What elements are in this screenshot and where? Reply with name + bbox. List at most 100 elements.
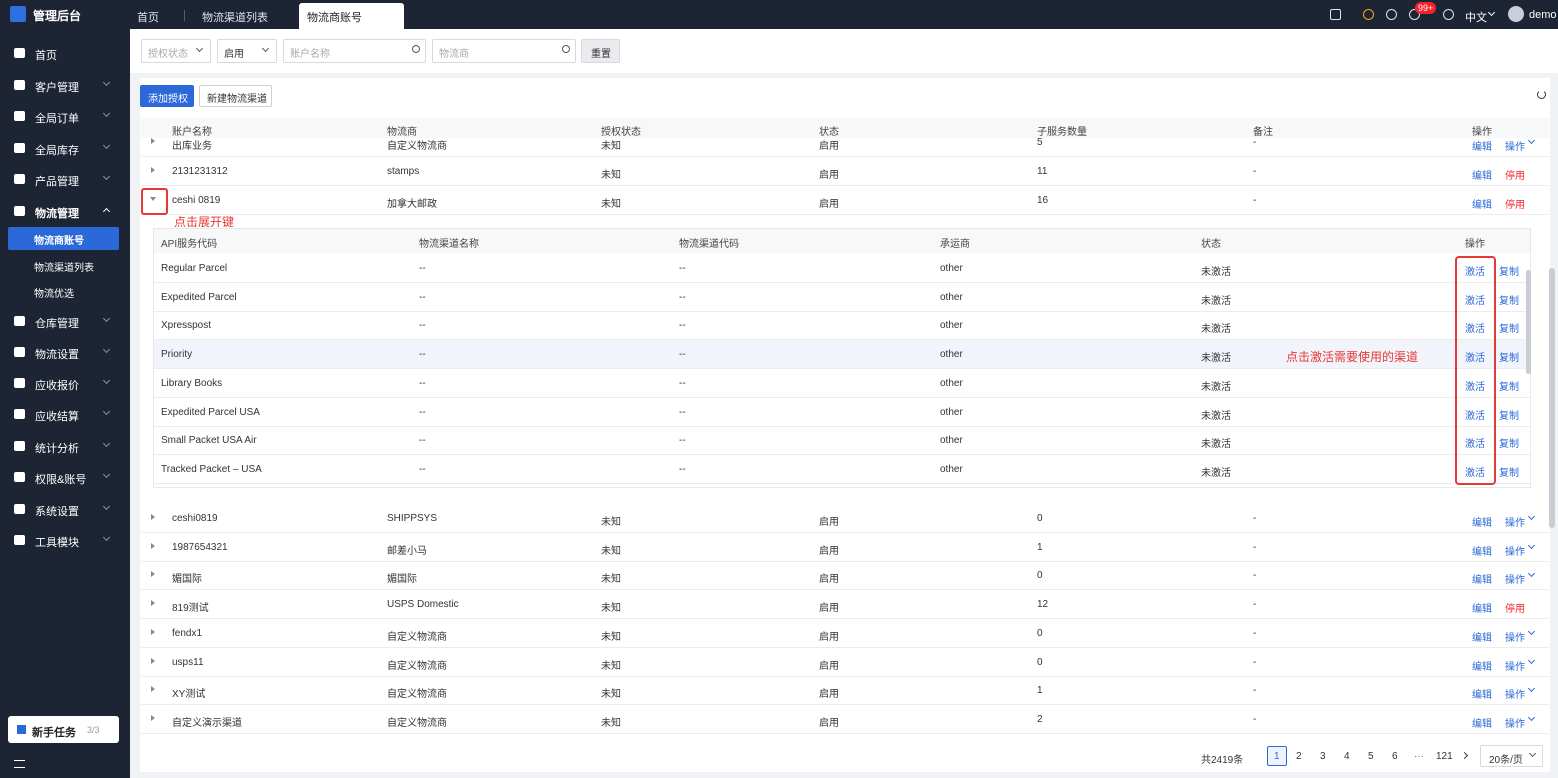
page-number[interactable]: 3 [1320,751,1326,762]
copy-link[interactable]: 复制 [1499,353,1519,365]
filter-input[interactable] [217,39,277,63]
expand-arrow[interactable] [151,571,155,578]
copy-link[interactable]: 复制 [1499,267,1519,278]
menu-item[interactable]: 仓库管理 [35,318,79,330]
expand-arrow[interactable] [151,628,155,635]
copy-link[interactable]: 复制 [1499,295,1519,307]
page-number[interactable]: 6 [1392,751,1398,762]
table-cell: 自定义物流商 [387,717,447,729]
menu-item[interactable]: 首页 [35,50,57,62]
menu-item[interactable]: 物流设置 [35,349,79,361]
menu-item[interactable]: 系统设置 [35,506,79,518]
edit-link[interactable]: 编辑 [1472,718,1492,730]
disable-link[interactable]: 停用 [1505,604,1525,616]
action-link[interactable]: 操作 [1505,142,1525,153]
expand-arrow[interactable] [151,167,155,173]
edit-link[interactable]: 编辑 [1472,690,1492,702]
action-link[interactable]: 操作 [1505,632,1525,644]
action-link[interactable]: 操作 [1505,546,1525,558]
filter-input[interactable] [432,39,576,63]
filter-input[interactable] [283,39,426,63]
top-icon[interactable] [1330,9,1341,20]
subtable-cell: other [940,435,963,447]
expand-arrow[interactable] [151,657,155,664]
menu-item[interactable]: 产品管理 [35,176,79,188]
menu-item[interactable]: 统计分析 [35,443,79,455]
page-number[interactable]: 2 [1296,751,1302,762]
submenu-item[interactable]: 物流商账号 [34,236,84,247]
user[interactable]: demo [1529,9,1557,21]
menu-item[interactable]: 客户管理 [35,82,79,94]
activate-link[interactable]: 激活 [1465,353,1485,365]
activate-link[interactable]: 激活 [1465,439,1485,451]
table-cell: - [1253,570,1257,582]
copy-link[interactable]: 复制 [1499,381,1519,393]
action-link[interactable]: 操作 [1505,661,1525,673]
disable-link[interactable]: 停用 [1505,171,1525,182]
action-link[interactable]: 操作 [1505,718,1525,730]
menu-item[interactable]: 物流管理 [35,208,79,220]
edit-link[interactable]: 编辑 [1472,171,1492,182]
activate-link[interactable]: 激活 [1465,381,1485,393]
edit-link[interactable]: 编辑 [1472,575,1492,587]
table-cell: - [1253,627,1257,639]
page-number[interactable]: 121 [1436,751,1453,762]
tab[interactable]: 物流渠道列表 [202,12,268,24]
subtable-cell: other [940,263,963,274]
edit-link[interactable]: 编辑 [1472,604,1492,616]
page-number[interactable]: 5 [1368,751,1374,762]
top-icon[interactable] [1363,9,1374,20]
page-size-box[interactable] [1480,745,1543,767]
action-link[interactable]: 操作 [1505,690,1525,702]
expand-arrow[interactable] [151,138,155,144]
table-header-cell: 子服务数量 [1037,127,1087,138]
page-number[interactable]: 1 [1274,751,1280,762]
edit-link[interactable]: 编辑 [1472,632,1492,644]
top-icon[interactable] [1409,9,1420,20]
menu-item[interactable]: 全局库存 [35,145,79,157]
menu-item[interactable]: 工具模块 [35,537,79,549]
submenu-item[interactable]: 物流渠道列表 [34,263,94,274]
activate-link[interactable]: 激活 [1465,267,1485,278]
expand-arrow[interactable] [151,514,155,520]
refresh-icon[interactable] [1537,90,1546,99]
tab[interactable]: 首页 [137,12,159,24]
menu-item[interactable]: 全局订单 [35,113,79,125]
edit-link[interactable]: 编辑 [1472,142,1492,153]
filter-input[interactable] [141,39,211,63]
disable-link[interactable]: 停用 [1505,200,1525,211]
top-icon[interactable] [1443,9,1454,20]
top-icon[interactable] [1386,9,1397,20]
activate-link[interactable]: 激活 [1465,295,1485,307]
activate-link[interactable]: 激活 [1465,467,1485,479]
submenu-item[interactable]: 物流优选 [34,289,74,300]
copy-link[interactable]: 复制 [1499,467,1519,479]
expand-arrow[interactable] [151,686,155,693]
edit-link[interactable]: 编辑 [1472,546,1492,558]
edit-link[interactable]: 编辑 [1472,200,1492,211]
edit-link[interactable]: 编辑 [1472,661,1492,673]
new-channel-button[interactable] [199,85,272,107]
add-button[interactable] [140,85,194,107]
copy-link[interactable]: 复制 [1499,324,1519,336]
copy-link[interactable]: 复制 [1499,410,1519,422]
action-link[interactable]: 操作 [1505,518,1525,529]
language[interactable]: 中文 [1465,12,1487,24]
menu-item[interactable]: 权限&账号 [35,474,87,486]
expand-arrow[interactable] [151,714,155,721]
copy-link[interactable]: 复制 [1499,439,1519,451]
task-box[interactable] [8,716,119,743]
menu-item[interactable]: 应收结算 [35,411,79,423]
edit-link[interactable]: 编辑 [1472,518,1492,529]
menu-item[interactable]: 应收报价 [35,380,79,392]
subtable-cell: -- [419,406,426,418]
tab[interactable]: 物流商账号 [307,12,362,24]
activate-link[interactable]: 激活 [1465,324,1485,336]
activate-link[interactable]: 激活 [1465,410,1485,422]
page-number[interactable]: 4 [1344,751,1350,762]
expand-arrow[interactable] [151,542,155,549]
action-link[interactable]: 操作 [1505,575,1525,587]
expand-arrow[interactable] [151,600,155,607]
table-cell: 启用 [819,170,839,181]
reset-button[interactable] [581,39,620,63]
